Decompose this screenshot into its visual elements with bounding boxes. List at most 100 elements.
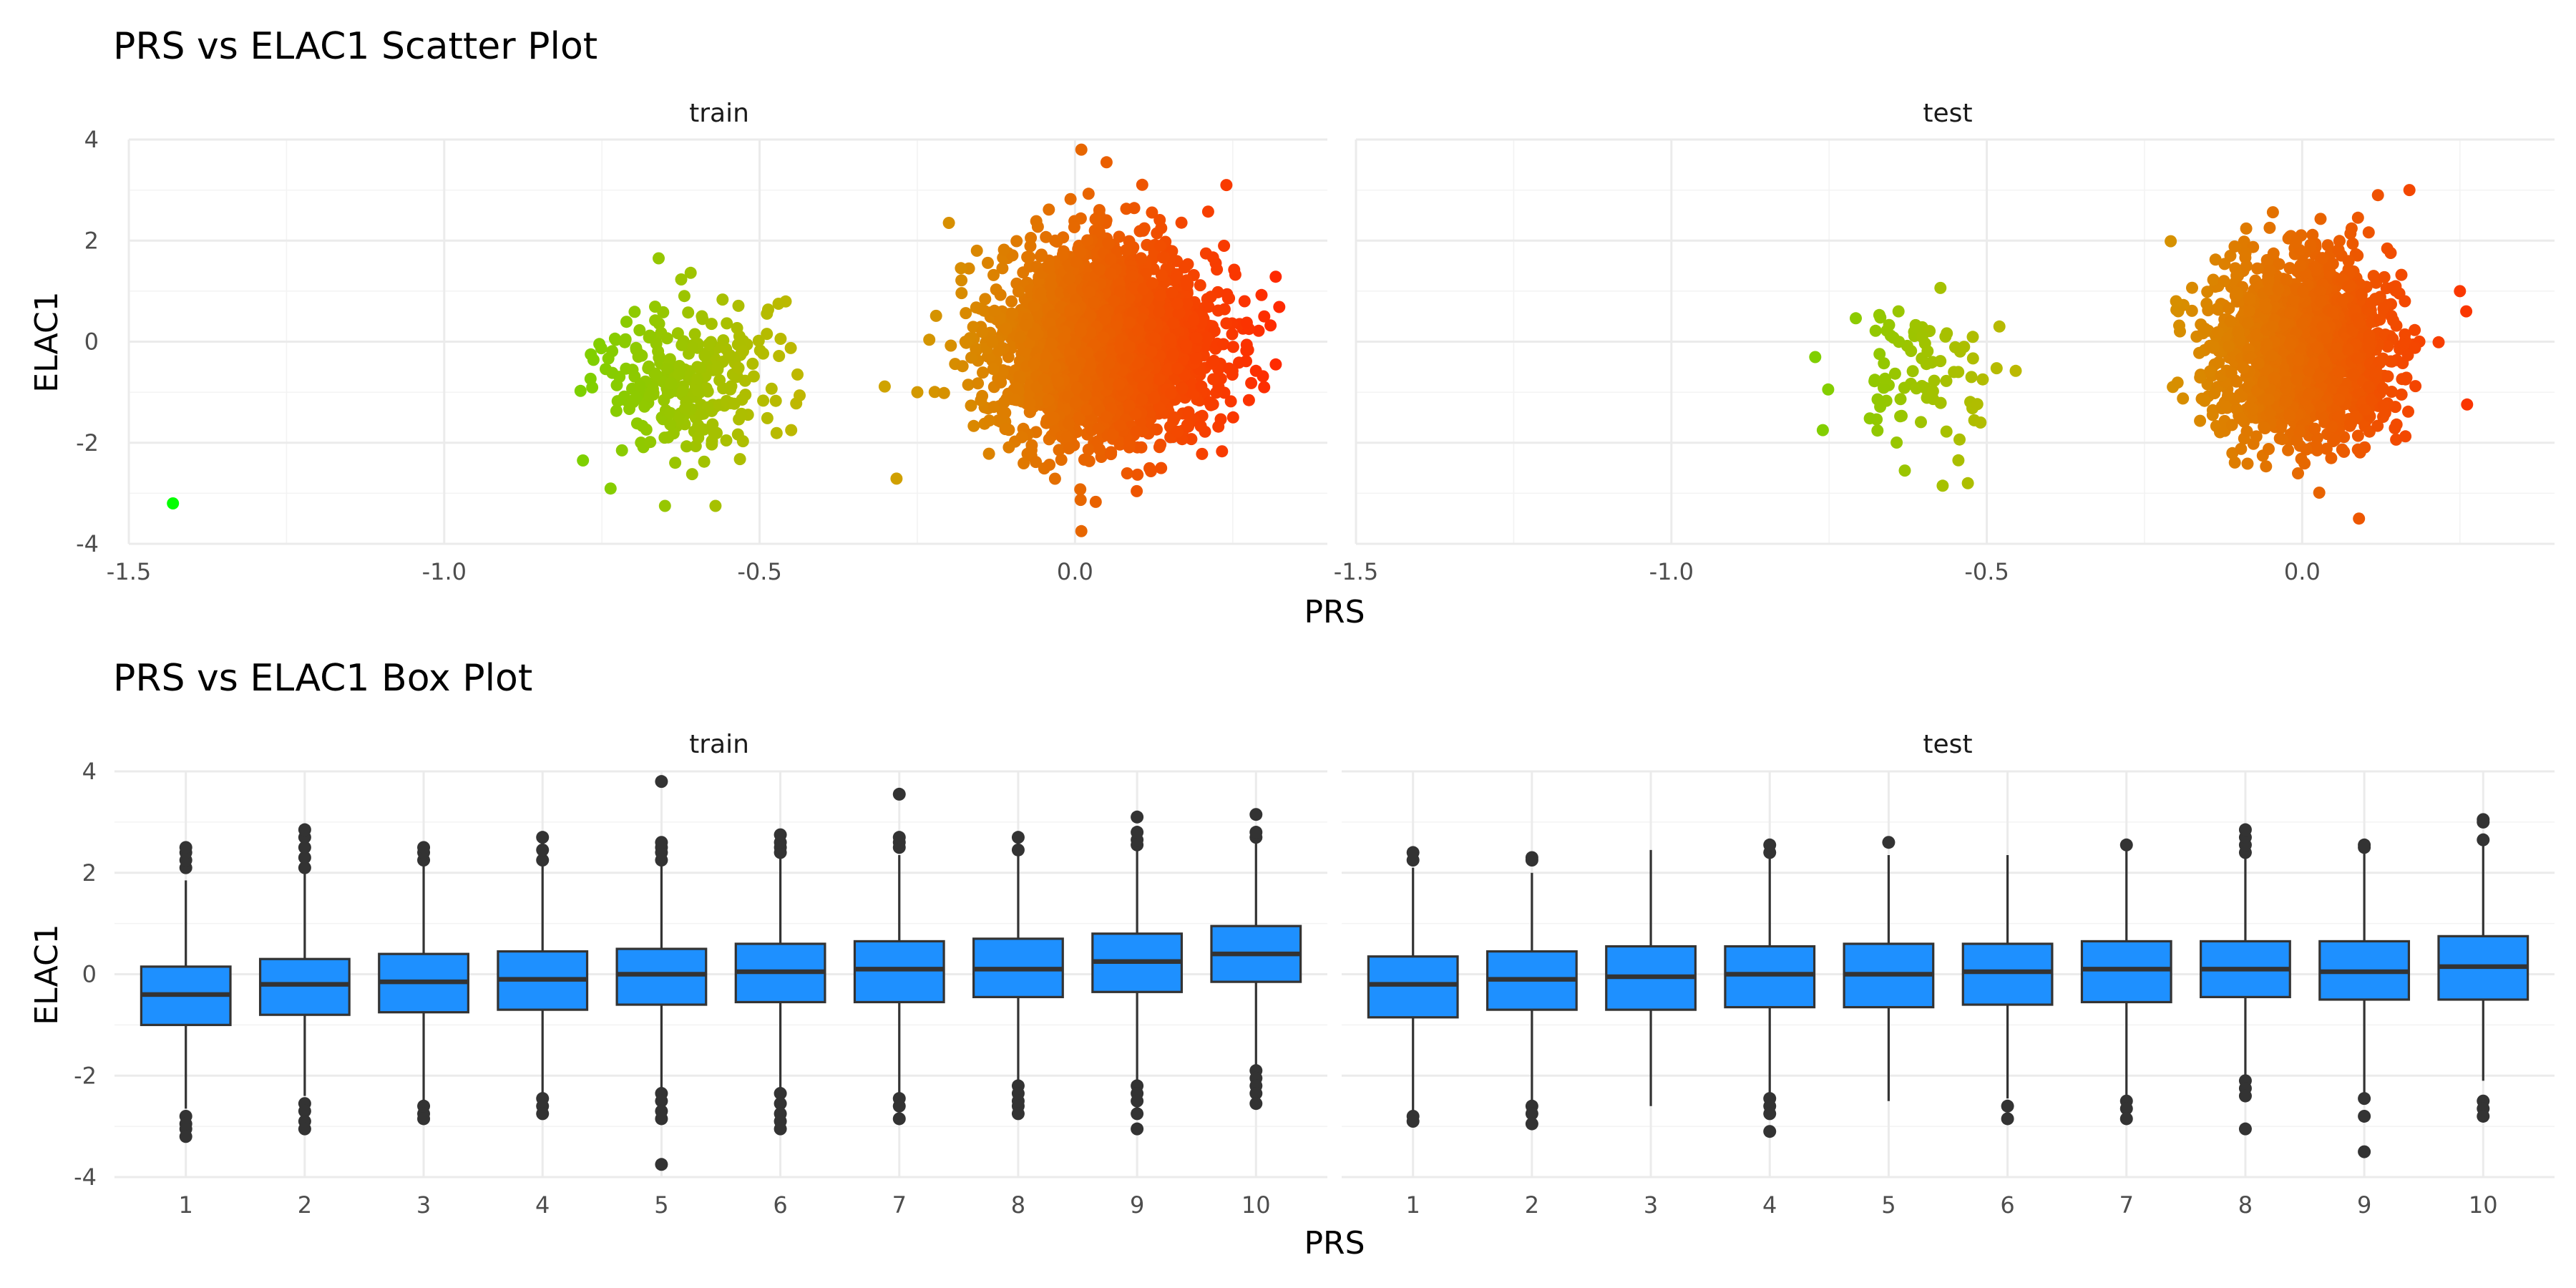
box-marks-train [140,775,1302,1171]
scatter-point [1136,178,1148,191]
scatter-point [1126,306,1139,319]
scatter-y-tick-label: -2 [76,429,99,457]
scatter-point [1905,345,1918,357]
scatter-point [2316,320,2329,333]
scatter-point [967,321,980,333]
scatter-point [1128,202,1141,215]
box-outlier [2477,813,2490,826]
scatter-point [1220,317,1233,330]
scatter-point [1179,261,1191,274]
scatter-point [705,318,718,331]
scatter-point [1873,348,1886,361]
scatter-point [1226,341,1239,353]
scatter-point [585,348,597,361]
scatter-point [606,366,619,379]
scatter-point [2283,338,2296,351]
scatter-point [1181,278,1194,291]
scatter-point [1120,351,1133,364]
scatter-point [2308,422,2321,435]
scatter-point [1153,214,1166,226]
scatter-point [633,324,646,336]
scatter-point [643,360,655,373]
box-outlier [1131,1122,1144,1136]
scatter-point [1028,300,1040,313]
scatter-point [732,299,745,312]
scatter-point [711,361,724,374]
scatter-point [2377,302,2390,315]
scatter-point [1990,362,2003,375]
scatter-point [761,411,774,424]
box-facet-label-test: test [1923,730,1972,759]
scatter-point [1218,240,1231,252]
scatter-point [2402,405,2414,418]
box-outlier [2119,1102,2133,1116]
scatter-point [1024,406,1037,419]
box-iqr [615,947,708,1006]
box-outlier [298,841,311,854]
scatter-point [2332,243,2345,256]
box-outlier [655,836,668,849]
scatter-point [2232,326,2245,338]
scatter-point [1242,394,1255,406]
scatter-point [2399,430,2412,443]
scatter-point [698,455,711,468]
scatter-point [1113,285,1126,298]
scatter-point [649,314,662,327]
scatter-point [1093,204,1106,217]
scatter-point [2212,326,2224,338]
scatter-point [1170,273,1183,286]
box-10 [1210,808,1302,1111]
scatter-point [2351,429,2364,442]
scatter-point [757,394,770,407]
scatter-point [761,307,774,320]
scatter-point [1204,399,1217,411]
scatter-point [610,333,623,346]
scatter-point [595,342,608,355]
scatter-point [1083,286,1096,298]
scatter-point [686,341,699,354]
scatter-point [1976,373,1989,386]
scatter-point [960,307,972,320]
scatter-x-tick-label: -1.0 [422,558,467,585]
scatter-point [982,256,994,269]
scatter-x-tick-label: 0.0 [2284,558,2321,585]
box-outlier [1249,808,1263,821]
scatter-point [2278,318,2291,330]
box-5 [1843,836,1935,1101]
scatter-point [791,368,804,381]
scatter-point [1081,346,1094,358]
box-outlier [1249,1097,1263,1111]
scatter-point [2377,399,2390,412]
scatter-point [2298,457,2311,470]
box-10 [2437,813,2529,1123]
scatter-point [1201,205,1214,218]
scatter-point [1181,298,1194,311]
scatter-point [774,333,787,345]
scatter-point [1068,221,1080,233]
scatter-point [1966,331,1979,343]
scatter-point [955,287,968,300]
scatter-point [615,444,628,457]
scatter-point [628,306,641,318]
scatter-point [2237,361,2250,374]
scatter-point [997,396,1010,409]
scatter-point [2308,357,2321,369]
scatter-point [2314,401,2327,413]
scatter-point [1220,179,1233,192]
scatter-point [1050,235,1063,248]
scatter-point [773,350,786,362]
box-9 [1091,810,1184,1136]
scatter-point [2207,273,2220,286]
scatter-point [1863,412,1876,425]
box-6 [734,828,826,1136]
scatter-point [2378,270,2391,283]
scatter-point [1010,381,1023,394]
scatter-point [975,394,987,406]
scatter-point [1240,338,1253,351]
scatter-point [977,304,990,317]
scatter-point [2371,419,2384,432]
scatter-point [2365,394,2378,406]
scatter-point [2313,371,2325,384]
scatter-point [1258,310,1271,323]
scatter-point [1070,255,1083,268]
